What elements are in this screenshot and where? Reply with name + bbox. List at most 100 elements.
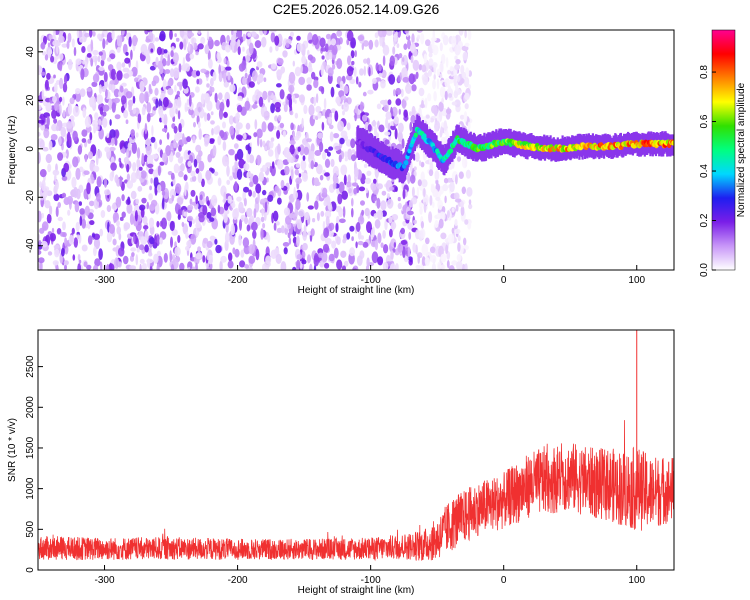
noise-speckle [191,266,196,270]
noise-speckle [421,256,426,267]
noise-speckle [327,67,334,77]
noise-speckle [267,149,274,157]
noise-speckle [261,121,267,133]
noise-speckle [239,260,246,268]
noise-speckle [155,56,159,66]
noise-speckle [179,41,184,50]
noise-speckle [126,148,129,159]
noise-speckle [444,90,448,101]
noise-speckle [330,108,337,114]
noise-speckle [120,181,125,191]
noise-speckle [111,30,115,40]
noise-speckle [438,218,444,229]
noise-speckle [207,38,214,50]
noise-speckle [338,90,345,98]
noise-speckle [188,41,191,52]
noise-speckle [375,62,379,72]
noise-speckle [407,246,411,258]
noise-speckle [156,263,160,270]
noise-speckle [179,30,185,38]
noise-speckle [355,241,358,249]
noise-speckle [290,31,294,37]
noise-speckle [451,207,455,213]
noise-speckle [324,111,328,119]
noise-speckle [373,213,378,219]
noise-speckle [229,125,235,136]
noise-speckle [448,93,453,98]
noise-speckle [428,211,433,224]
noise-speckle [245,122,251,130]
noise-speckle [295,177,302,184]
noise-speckle [313,96,317,107]
noise-speckle [116,61,122,71]
noise-speckle [303,146,309,156]
noise-speckle [114,114,121,120]
noise-speckle [433,107,438,117]
noise-speckle [150,177,153,184]
noise-speckle [197,30,201,35]
noise-speckle [427,93,432,102]
noise-speckle [257,135,260,147]
noise-speckle [208,58,213,69]
noise-speckle [206,83,210,88]
signal-point [407,148,412,154]
noise-speckle [41,212,44,219]
noise-speckle [145,38,151,43]
noise-speckle [188,94,192,107]
noise-speckle [263,30,267,36]
noise-speckle [248,255,256,264]
noise-speckle [200,68,207,74]
noise-speckle [380,200,387,211]
noise-speckle [165,145,172,157]
noise-speckle [217,135,222,146]
noise-speckle [453,75,457,87]
noise-speckle [433,73,436,80]
noise-speckle [365,187,368,194]
noise-speckle [38,233,41,241]
noise-speckle [63,74,68,85]
noise-speckle [214,39,220,47]
colorbar-tick-label: 0.0 [699,263,710,277]
noise-speckle [425,237,430,245]
noise-speckle [173,163,180,174]
noise-speckle [71,227,75,235]
noise-speckle [446,260,450,269]
noise-speckle [429,246,436,254]
noise-speckle [127,196,131,205]
noise-speckle [234,248,240,258]
noise-speckle [46,190,53,197]
noise-speckle [163,49,168,54]
noise-speckle [47,163,52,173]
noise-speckle [129,232,137,237]
noise-speckle [451,43,455,48]
noise-speckle [410,114,416,124]
noise-speckle [244,264,250,269]
noise-speckle [173,103,177,108]
noise-speckle [69,115,75,122]
noise-speckle [312,218,316,223]
noise-speckle [256,154,262,166]
noise-speckle [434,220,439,228]
noise-speckle [62,232,67,238]
noise-speckle [393,89,396,97]
noise-speckle [357,240,364,246]
noise-speckle [148,83,152,93]
colorbar-tick-label: 0.2 [699,213,710,227]
noise-speckle [265,162,272,168]
noise-speckle [38,257,45,264]
noise-speckle [122,255,129,265]
noise-speckle [432,62,438,69]
noise-speckle [210,86,215,93]
noise-speckle [121,211,126,218]
noise-speckle [145,144,152,156]
noise-speckle [100,210,106,218]
noise-speckle [321,55,325,60]
noise-speckle [395,31,398,37]
noise-speckle [393,116,399,125]
noise-speckle [357,230,362,240]
noise-speckle [139,92,145,104]
snr-y-tick-label: 0 [25,567,36,573]
noise-speckle [181,221,185,228]
noise-speckle [170,50,174,58]
noise-speckle [88,200,95,207]
